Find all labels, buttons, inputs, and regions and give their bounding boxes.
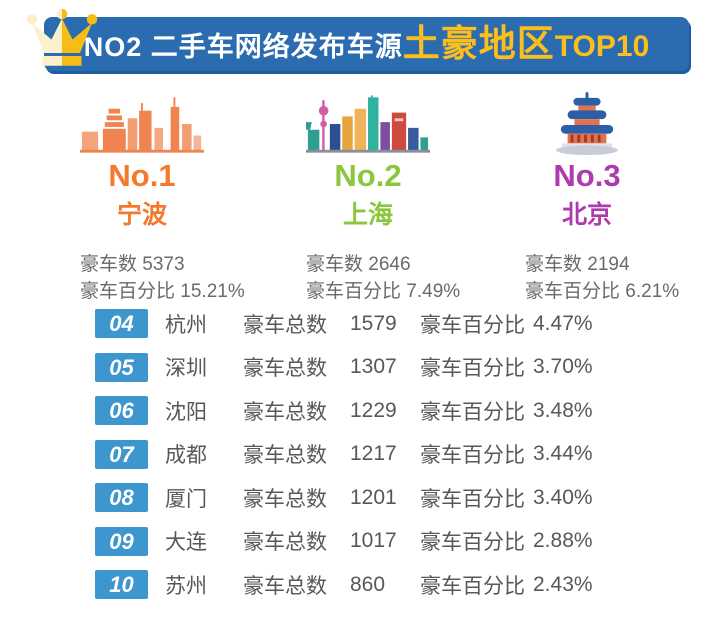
pct-label: 豪车百分比	[420, 444, 525, 468]
top3-section: No.1 宁波 豪车数 5373 豪车百分比 15.21%	[0, 90, 691, 305]
total-label: 豪车总数	[243, 531, 327, 555]
total-label: 豪车总数	[243, 313, 327, 337]
total-value: 1229	[350, 398, 397, 422]
total-value: 1201	[350, 485, 397, 509]
top3-card-beijing: No.3 北京 豪车数 2194 豪车百分比 6.21%	[525, 90, 691, 305]
pct-line: 豪车百分比 7.49%	[306, 280, 461, 302]
table-row: 09 大连 豪车总数 1017 豪车百分比 2.88%	[95, 520, 593, 564]
row-city: 沈阳	[165, 400, 207, 424]
total-label: 豪车总数	[243, 357, 327, 381]
header-title: NO2 二手车网络发布车源	[83, 32, 403, 62]
row-city: 苏州	[165, 574, 207, 598]
total-label: 豪车总数	[243, 574, 327, 598]
header-banner: NO2 二手车网络发布车源土豪地区TOP10	[44, 17, 689, 71]
total-label: 豪车总数	[243, 444, 327, 468]
pct-value: 2.43%	[533, 572, 593, 596]
pct-line: 豪车百分比 6.21%	[525, 280, 680, 302]
rank-list: 04 杭州 豪车总数 1579 豪车百分比 4.47% 05 深圳 豪车总数 1…	[95, 302, 593, 607]
pct-value: 3.40%	[533, 485, 593, 509]
pct-label: 豪车百分比	[420, 357, 525, 381]
pct-value: 3.48%	[533, 398, 593, 422]
table-row: 06 沈阳 豪车总数 1229 豪车百分比 3.48%	[95, 389, 593, 433]
city-stats: 豪车数 2646 豪车百分比 7.49%	[306, 251, 472, 305]
city-name: 上海	[342, 200, 393, 229]
top3-card-shanghai: No.2 上海 豪车数 2646 豪车百分比 7.49%	[306, 90, 472, 305]
rank-label: No.1	[108, 158, 176, 193]
pct-label: 豪车百分比	[420, 313, 525, 337]
city-stats: 豪车数 2194 豪车百分比 6.21%	[525, 251, 691, 305]
row-city: 大连	[165, 531, 207, 555]
total-value: 1217	[350, 442, 397, 466]
count-line: 豪车数 2646	[306, 253, 411, 275]
rank-badge: 07	[95, 439, 148, 469]
row-city: 成都	[165, 444, 207, 468]
pct-value: 3.44%	[533, 442, 593, 466]
shanghai-skyline-icon	[306, 95, 430, 153]
pct-line: 豪车百分比 15.21%	[80, 280, 245, 302]
table-row: 04 杭州 豪车总数 1579 豪车百分比 4.47%	[95, 302, 593, 346]
total-value: 1579	[350, 311, 397, 335]
rank-badge: 10	[95, 570, 148, 600]
crown-icon	[26, 8, 98, 66]
pct-value: 4.47%	[533, 311, 593, 335]
total-value: 1307	[350, 355, 397, 379]
rank-badge: 04	[95, 309, 148, 339]
total-label: 豪车总数	[243, 487, 327, 511]
rank-label: No.3	[553, 158, 621, 193]
rank-badge: 06	[95, 396, 148, 426]
city-name: 宁波	[116, 200, 167, 229]
pct-label: 豪车百分比	[420, 487, 525, 511]
row-city: 深圳	[165, 357, 207, 381]
rank-badge: 09	[95, 526, 148, 556]
count-line: 豪车数 5373	[80, 253, 185, 275]
table-row: 05 深圳 豪车总数 1307 豪车百分比 3.70%	[95, 346, 593, 390]
table-row: 08 厦门 豪车总数 1201 豪车百分比 3.40%	[95, 476, 593, 520]
city-stats: 豪车数 5373 豪车百分比 15.21%	[80, 251, 246, 305]
city-name: 北京	[561, 200, 612, 229]
ningbo-skyline-icon	[80, 97, 204, 153]
top3-card-ningbo: No.1 宁波 豪车数 5373 豪车百分比 15.21%	[80, 90, 246, 305]
header-title-suffix: TOP10	[554, 30, 650, 63]
pct-value: 3.70%	[533, 355, 593, 379]
rank-badge: 08	[95, 483, 148, 513]
pct-value: 2.88%	[533, 529, 593, 553]
pct-label: 豪车百分比	[420, 400, 525, 424]
total-label: 豪车总数	[243, 400, 327, 424]
row-city: 杭州	[165, 313, 207, 337]
header-title-highlight: 土豪地区	[402, 23, 555, 64]
count-line: 豪车数 2194	[525, 253, 630, 275]
pct-label: 豪车百分比	[420, 574, 525, 598]
row-city: 厦门	[165, 487, 207, 511]
total-value: 860	[350, 572, 386, 596]
beijing-temple-icon	[555, 92, 619, 156]
rank-badge: 05	[95, 352, 148, 382]
table-row: 10 苏州 豪车总数 860 豪车百分比 2.43%	[95, 563, 593, 607]
rank-label: No.2	[334, 158, 402, 193]
table-row: 07 成都 豪车总数 1217 豪车百分比 3.44%	[95, 433, 593, 477]
pct-label: 豪车百分比	[420, 531, 525, 555]
total-value: 1017	[350, 529, 397, 553]
